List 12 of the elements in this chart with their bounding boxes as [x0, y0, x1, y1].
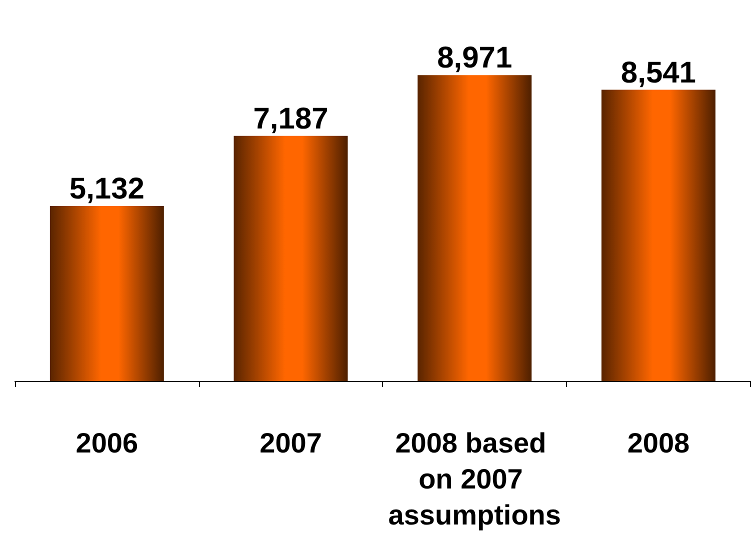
- x-tick-label: 2008: [627, 428, 690, 458]
- bar: [601, 90, 716, 381]
- x-tick-label: 2008 based on 2007 assumptions: [388, 428, 561, 530]
- bar: [418, 75, 532, 381]
- data-label: 8,541: [620, 56, 696, 90]
- x-tick-label: 2007: [260, 428, 322, 458]
- data-label: 8,971: [437, 42, 512, 75]
- data-label: 7,187: [253, 102, 328, 136]
- bar: [50, 206, 164, 381]
- x-tick-label: 2006: [76, 428, 138, 458]
- bar: [234, 136, 348, 381]
- data-label: 5,132: [69, 172, 144, 206]
